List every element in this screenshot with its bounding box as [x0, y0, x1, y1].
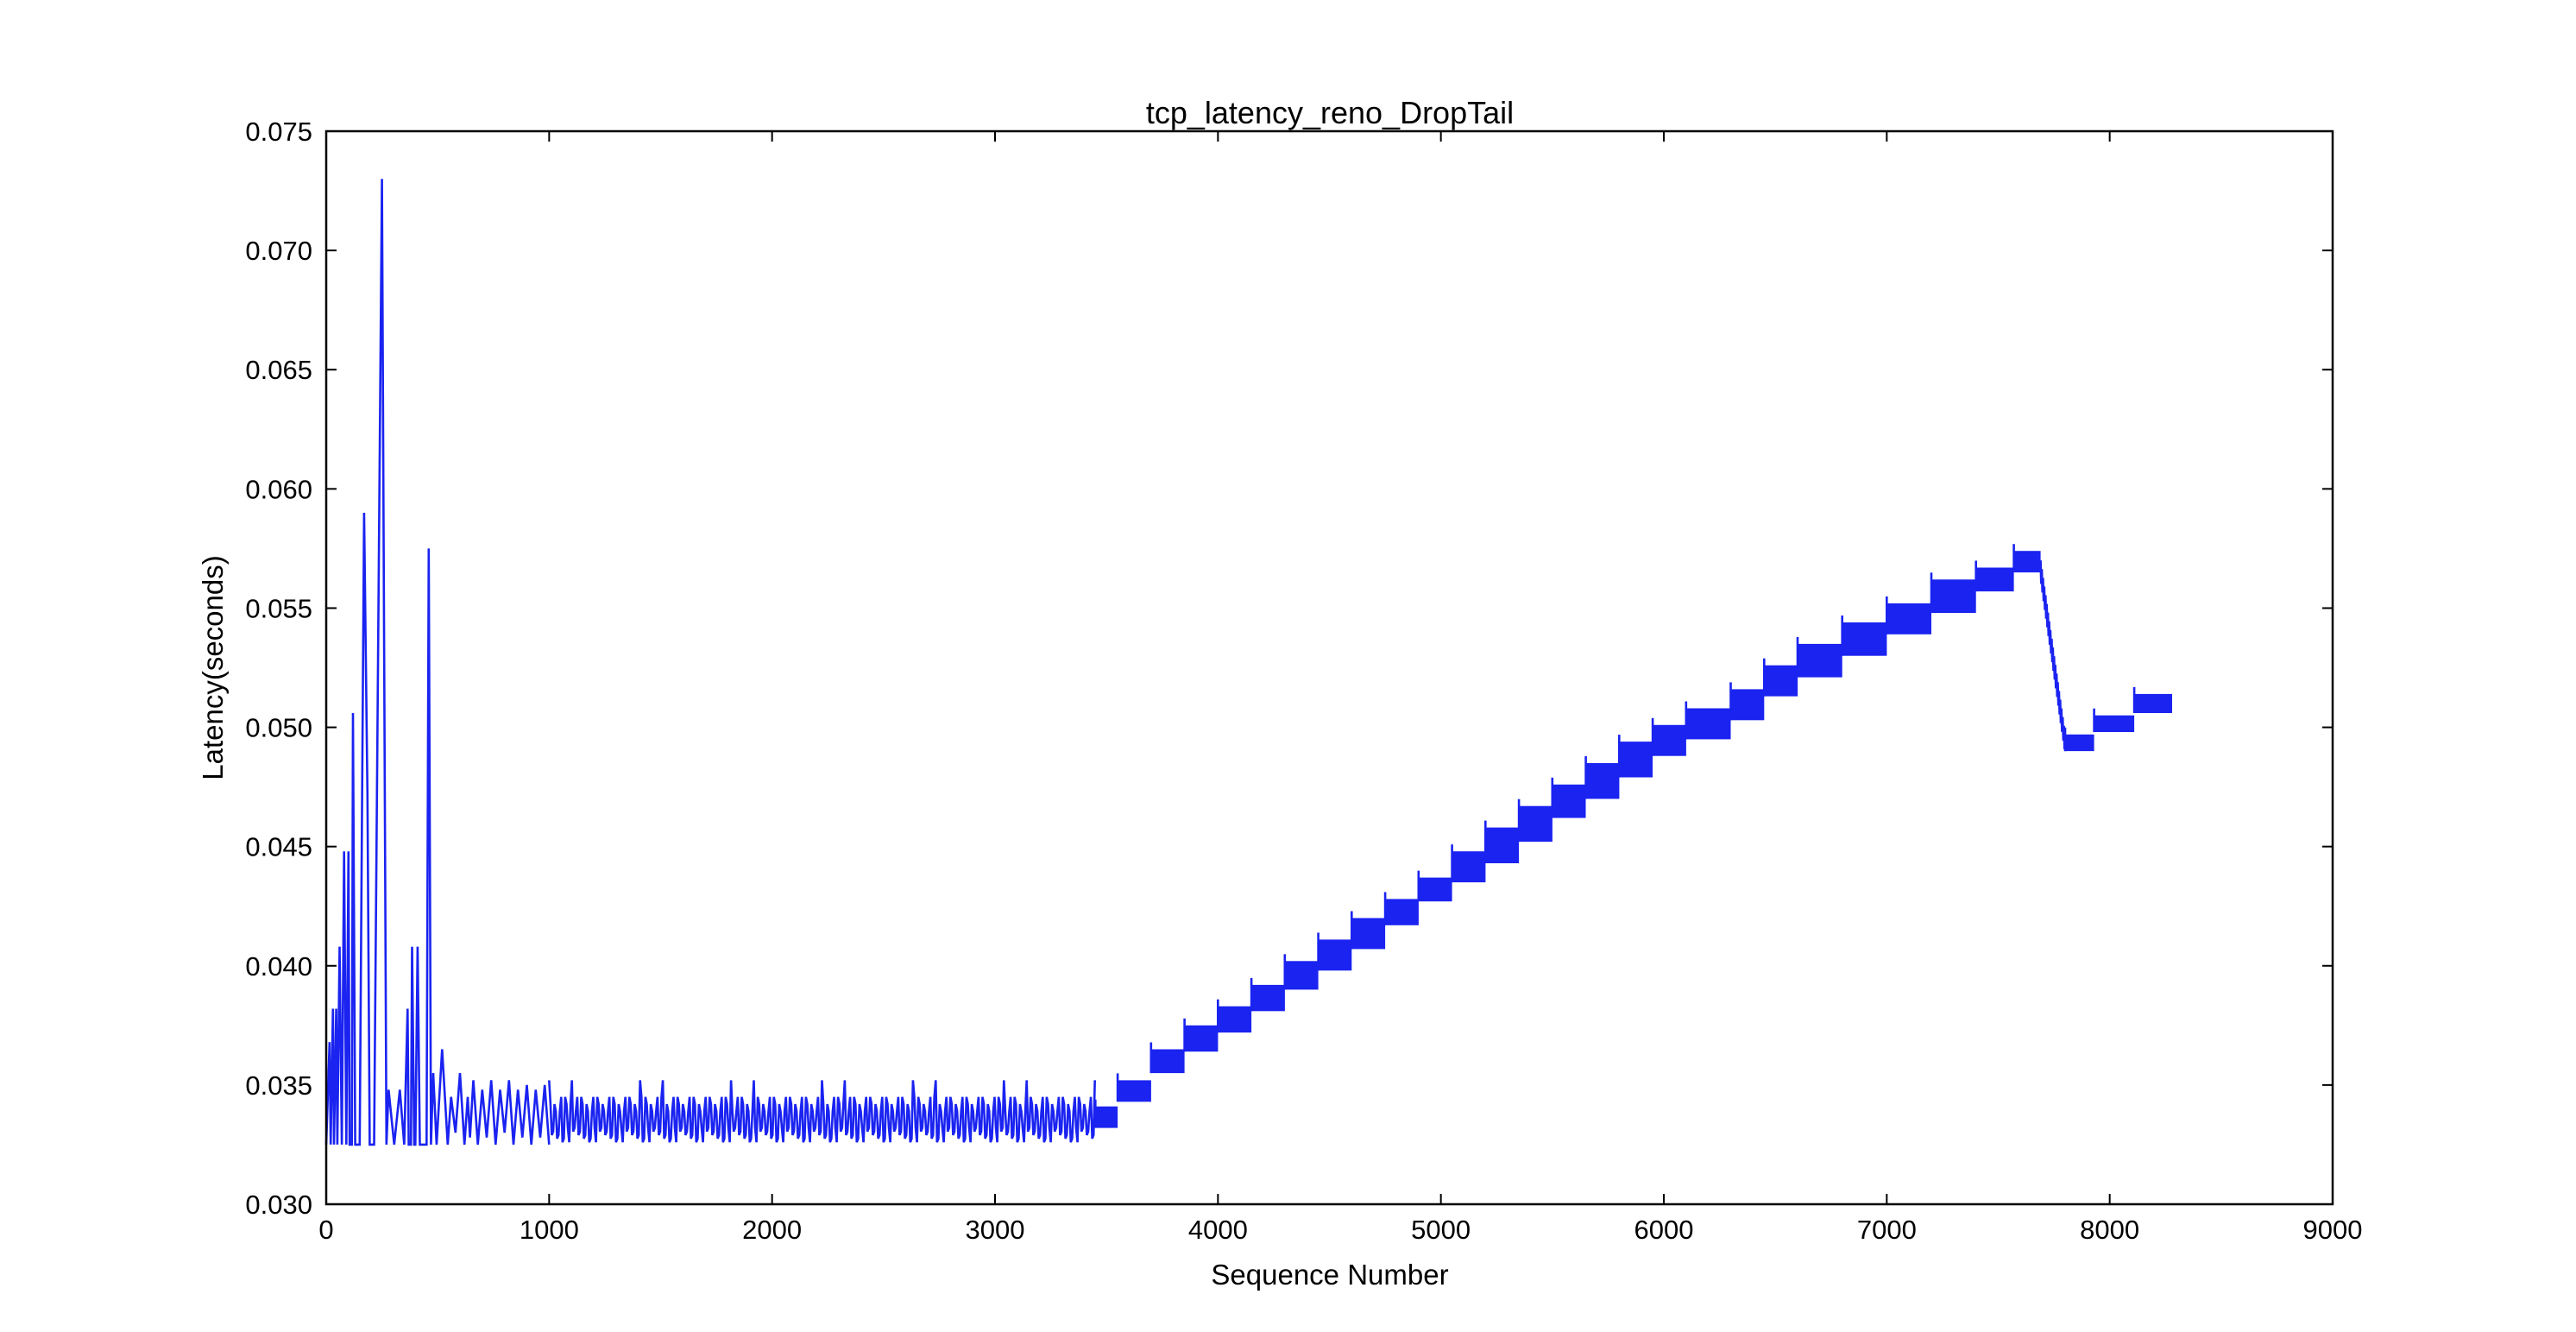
y-tick-label: 0.075: [245, 117, 312, 147]
latency-band-segment: [1318, 939, 1352, 971]
y-tick-label: 0.040: [245, 951, 312, 982]
latency-band-segment: [1619, 742, 1653, 778]
x-tick-label: 9000: [2303, 1215, 2363, 1245]
latency-band-segment: [1251, 984, 1285, 1012]
latency-band-segment: [2065, 734, 2094, 752]
plot-frame: [324, 129, 2334, 1206]
y-axis-label: Latency(seconds): [197, 555, 229, 780]
latency-band-segment: [1653, 724, 1686, 756]
y-tick-label: 0.055: [245, 593, 312, 623]
latency-band-segment: [1385, 899, 1419, 925]
latency-band-segment: [1585, 763, 1620, 799]
y-tick-label: 0.050: [245, 713, 312, 743]
latency-band-segment: [1842, 622, 1887, 656]
x-tick-label: 4000: [1188, 1215, 1248, 1245]
latency-band-segment: [1184, 1025, 1219, 1052]
x-tick-label: 8000: [2080, 1215, 2139, 1245]
y-tick-label: 0.060: [245, 474, 312, 504]
latency-band-segment: [1975, 567, 2014, 592]
x-tick-label: 5000: [1411, 1215, 1471, 1245]
y-axis-label-group: Latency(seconds): [197, 555, 229, 780]
latency-band-segment: [2134, 693, 2172, 713]
latency-series-line: [324, 179, 551, 1146]
latency-band-segment: [2094, 715, 2135, 732]
x-tick-label: 1000: [520, 1215, 579, 1245]
y-axis-ticks: 0.030 0.035 0.040 0.045 0.050 0.055 0.060 0.065…: [245, 117, 2333, 1220]
latency-band-segment: [1886, 603, 1931, 634]
y-tick-label: 0.045: [245, 832, 312, 862]
chart-title: tcp_latency_reno_DropTail: [1146, 95, 1514, 130]
latency-drop-segment: [2039, 560, 2067, 749]
latency-band-segment: [1552, 784, 1586, 818]
latency-band-segment: [1095, 1106, 1118, 1128]
latency-band-segment: [1284, 961, 1319, 990]
latency-band-segment: [1452, 851, 1486, 883]
latency-band-segment: [2013, 551, 2041, 573]
latency-band-zigzag: [548, 1080, 1096, 1143]
latency-band-segment: [1150, 1049, 1185, 1074]
latency-band-segment: [1685, 708, 1731, 740]
latency-band-segment: [1218, 1006, 1252, 1033]
x-tick-label: 3000: [966, 1215, 1025, 1245]
y-tick-label: 0.070: [245, 236, 312, 266]
x-tick-label: 6000: [1634, 1215, 1694, 1245]
latency-band-segment: [1485, 827, 1520, 863]
latency-band-segment: [1931, 579, 1976, 613]
series-group: [324, 179, 2172, 1146]
latency-band-segment: [1351, 918, 1386, 950]
latency-band-segment: [1798, 643, 1842, 678]
latency-band-segment: [1118, 1080, 1151, 1102]
latency-band-segment: [1519, 805, 1553, 843]
y-tick-label: 0.030: [245, 1190, 312, 1220]
x-tick-label: 7000: [1857, 1215, 1917, 1245]
x-tick-label: 2000: [742, 1215, 802, 1245]
x-axis-label: Sequence Number: [1211, 1259, 1448, 1291]
y-tick-label: 0.035: [245, 1070, 312, 1101]
x-axis-ticks: 0 1000 2000 3000 4000 5000 6000 7000 8000 9000: [318, 131, 2362, 1245]
latency-band-segment: [1730, 689, 1765, 721]
x-tick-label: 0: [318, 1215, 333, 1245]
y-tick-label: 0.065: [245, 355, 312, 385]
latency-band-segment: [1764, 665, 1798, 697]
latency-band-segment: [1418, 877, 1452, 902]
